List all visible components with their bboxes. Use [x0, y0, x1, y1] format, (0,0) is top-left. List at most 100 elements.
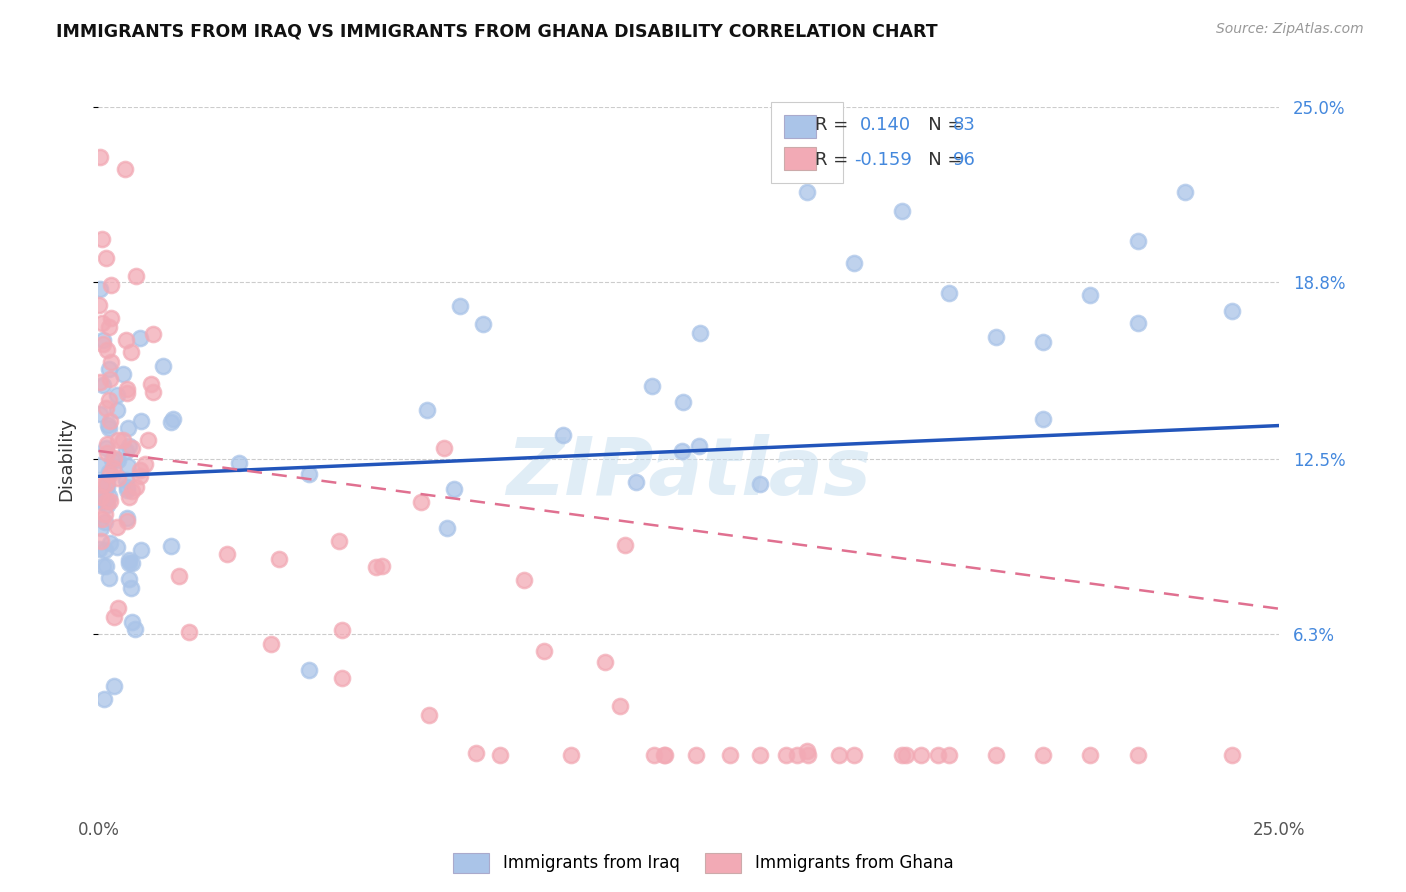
- Point: [125, 479, 148, 493]
- Point: [90, 512, 112, 526]
- Point: [443, 483, 465, 497]
- Point: [844, 748, 866, 763]
- Point: [114, 333, 136, 347]
- Point: [844, 255, 866, 269]
- Point: [890, 203, 912, 218]
- Point: [120, 345, 142, 359]
- Point: [96, 475, 118, 490]
- Point: [96, 401, 118, 416]
- Point: [98, 414, 121, 428]
- Point: [94, 477, 117, 491]
- Point: [118, 439, 141, 453]
- Point: [330, 671, 353, 685]
- Y-axis label: Disability: Disability: [56, 417, 75, 501]
- Point: [890, 748, 912, 763]
- Point: [117, 420, 139, 434]
- Point: [1080, 748, 1102, 763]
- Point: [97, 465, 120, 479]
- Point: [121, 615, 143, 629]
- Point: [1032, 335, 1054, 350]
- Point: [115, 386, 138, 401]
- Point: [107, 471, 129, 485]
- Point: [160, 540, 183, 554]
- Point: [93, 337, 115, 351]
- Point: [560, 748, 582, 763]
- Point: [118, 490, 141, 504]
- Point: [654, 748, 676, 763]
- Point: [1080, 287, 1102, 301]
- Point: [260, 637, 283, 651]
- Point: [128, 331, 150, 345]
- Point: [115, 480, 138, 494]
- Point: [97, 393, 120, 408]
- Point: [103, 610, 125, 624]
- Text: R =: R =: [815, 152, 853, 169]
- Point: [103, 450, 125, 465]
- Point: [115, 473, 138, 487]
- Point: [96, 343, 118, 357]
- Point: [553, 428, 575, 442]
- Point: [364, 559, 387, 574]
- Point: [938, 286, 960, 301]
- Point: [97, 421, 120, 435]
- Point: [775, 748, 797, 763]
- Text: N =: N =: [911, 152, 967, 169]
- Point: [90, 490, 112, 504]
- Point: [1174, 185, 1197, 199]
- Point: [1032, 748, 1054, 763]
- Point: [298, 663, 321, 677]
- Point: [652, 748, 675, 763]
- Point: [641, 379, 664, 393]
- Point: [96, 251, 118, 265]
- Point: [100, 355, 122, 369]
- Point: [593, 655, 616, 669]
- Point: [89, 150, 111, 164]
- Point: [1032, 412, 1054, 426]
- Point: [97, 571, 120, 585]
- Point: [1220, 303, 1243, 318]
- Point: [984, 330, 1007, 344]
- Text: 83: 83: [953, 116, 976, 134]
- Point: [98, 489, 121, 503]
- Point: [1126, 748, 1149, 763]
- Text: Source: ZipAtlas.com: Source: ZipAtlas.com: [1216, 22, 1364, 37]
- Point: [91, 334, 114, 348]
- Point: [98, 494, 121, 508]
- Point: [371, 558, 394, 573]
- Point: [98, 320, 121, 334]
- Point: [112, 433, 135, 447]
- Point: [115, 382, 138, 396]
- Point: [136, 433, 159, 447]
- Text: IMMIGRANTS FROM IRAQ VS IMMIGRANTS FROM GHANA DISABILITY CORRELATION CHART: IMMIGRANTS FROM IRAQ VS IMMIGRANTS FROM …: [56, 22, 938, 40]
- Point: [121, 484, 143, 499]
- Point: [748, 748, 770, 763]
- Point: [105, 388, 128, 402]
- Point: [512, 573, 534, 587]
- Point: [115, 511, 138, 525]
- Point: [179, 625, 201, 640]
- Point: [87, 487, 110, 501]
- Point: [105, 402, 128, 417]
- Point: [117, 458, 139, 473]
- Point: [1220, 748, 1243, 763]
- Point: [121, 556, 143, 570]
- Point: [796, 185, 818, 199]
- Point: [488, 748, 510, 763]
- Point: [786, 748, 808, 763]
- Point: [433, 441, 456, 455]
- Point: [449, 299, 471, 313]
- Point: [152, 359, 174, 373]
- Point: [416, 403, 439, 417]
- Point: [90, 533, 112, 548]
- Text: N =: N =: [911, 116, 967, 134]
- Point: [328, 534, 350, 549]
- Legend: Immigrants from Iraq, Immigrants from Ghana: Immigrants from Iraq, Immigrants from Gh…: [446, 847, 960, 880]
- Point: [718, 748, 741, 763]
- Point: [141, 377, 163, 392]
- Point: [938, 748, 960, 763]
- Point: [91, 558, 114, 573]
- Point: [533, 644, 555, 658]
- Point: [685, 748, 707, 763]
- Point: [105, 520, 128, 534]
- Point: [688, 439, 710, 453]
